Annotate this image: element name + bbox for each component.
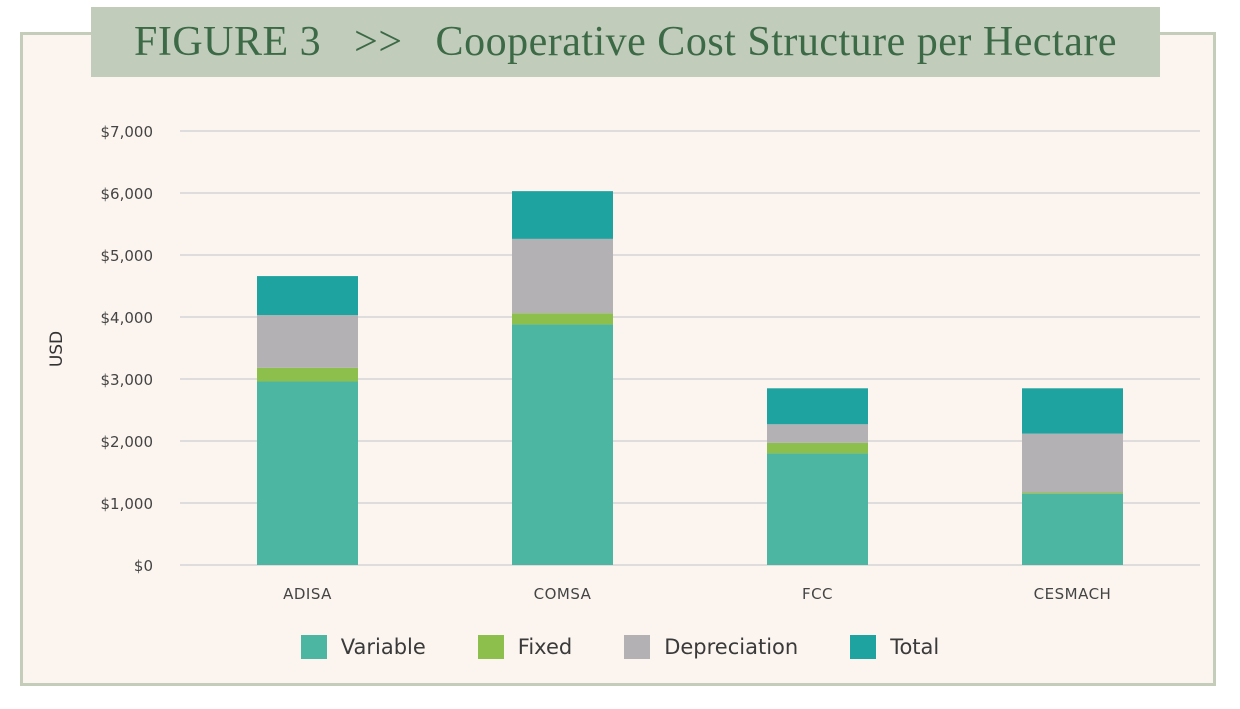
legend-label-depreciation: Depreciation [664, 635, 799, 659]
x-tick-label: CESMACH [1034, 585, 1112, 603]
bar-fixed-fcc [767, 442, 868, 454]
bar-fixed-cesmach [1022, 492, 1123, 494]
bar-depreciation-fcc [767, 424, 868, 443]
y-tick-label: $4,000 [101, 309, 154, 327]
y-tick-label: $2,000 [101, 433, 154, 451]
y-tick-label: $3,000 [101, 371, 154, 389]
bar-total-adisa [257, 276, 358, 316]
chart-title: FIGURE 3 >> Cooperative Cost Structure p… [134, 19, 1117, 65]
y-tick-label: $0 [134, 557, 153, 575]
legend-swatch-fixed [477, 635, 504, 659]
y-tick-label: $1,000 [101, 495, 154, 513]
bar-depreciation-adisa [257, 315, 358, 368]
chart-frame [20, 32, 1216, 686]
legend-label-total: Total [890, 635, 940, 659]
bar-total-comsa [512, 191, 613, 239]
bar-variable-cesmach [1022, 493, 1123, 565]
bar-depreciation-comsa [512, 238, 613, 314]
bar-total-fcc [767, 388, 868, 425]
legend-item-total: Total [850, 635, 939, 659]
legend-label-variable: Variable [340, 635, 426, 659]
y-tick-label: $7,000 [101, 123, 154, 141]
chart-legend: Variable Fixed Depreciation Total [0, 632, 1240, 662]
legend-swatch-variable [300, 635, 327, 659]
legend-item-depreciation: Depreciation [624, 635, 798, 659]
title-banner: FIGURE 3 >> Cooperative Cost Structure p… [91, 7, 1160, 77]
legend-swatch-depreciation [624, 635, 651, 659]
x-tick-label: FCC [802, 585, 833, 603]
bar-fixed-adisa [257, 367, 358, 382]
bar-fixed-comsa [512, 313, 613, 325]
y-tick-label: $5,000 [101, 247, 154, 265]
bar-total-cesmach [1022, 388, 1123, 434]
bar-variable-adisa [257, 381, 358, 565]
legend-item-fixed: Fixed [477, 635, 573, 659]
x-tick-label: COMSA [534, 585, 592, 603]
bar-depreciation-cesmach [1022, 433, 1123, 493]
y-tick-label: $6,000 [101, 185, 154, 203]
legend-label-fixed: Fixed [517, 635, 573, 659]
y-axis-label: USD [47, 331, 67, 367]
legend-item-variable: Variable [300, 635, 426, 659]
bar-variable-fcc [767, 453, 868, 565]
bar-variable-comsa [512, 324, 613, 565]
legend-swatch-total [850, 635, 877, 659]
x-tick-label: ADISA [283, 585, 332, 603]
